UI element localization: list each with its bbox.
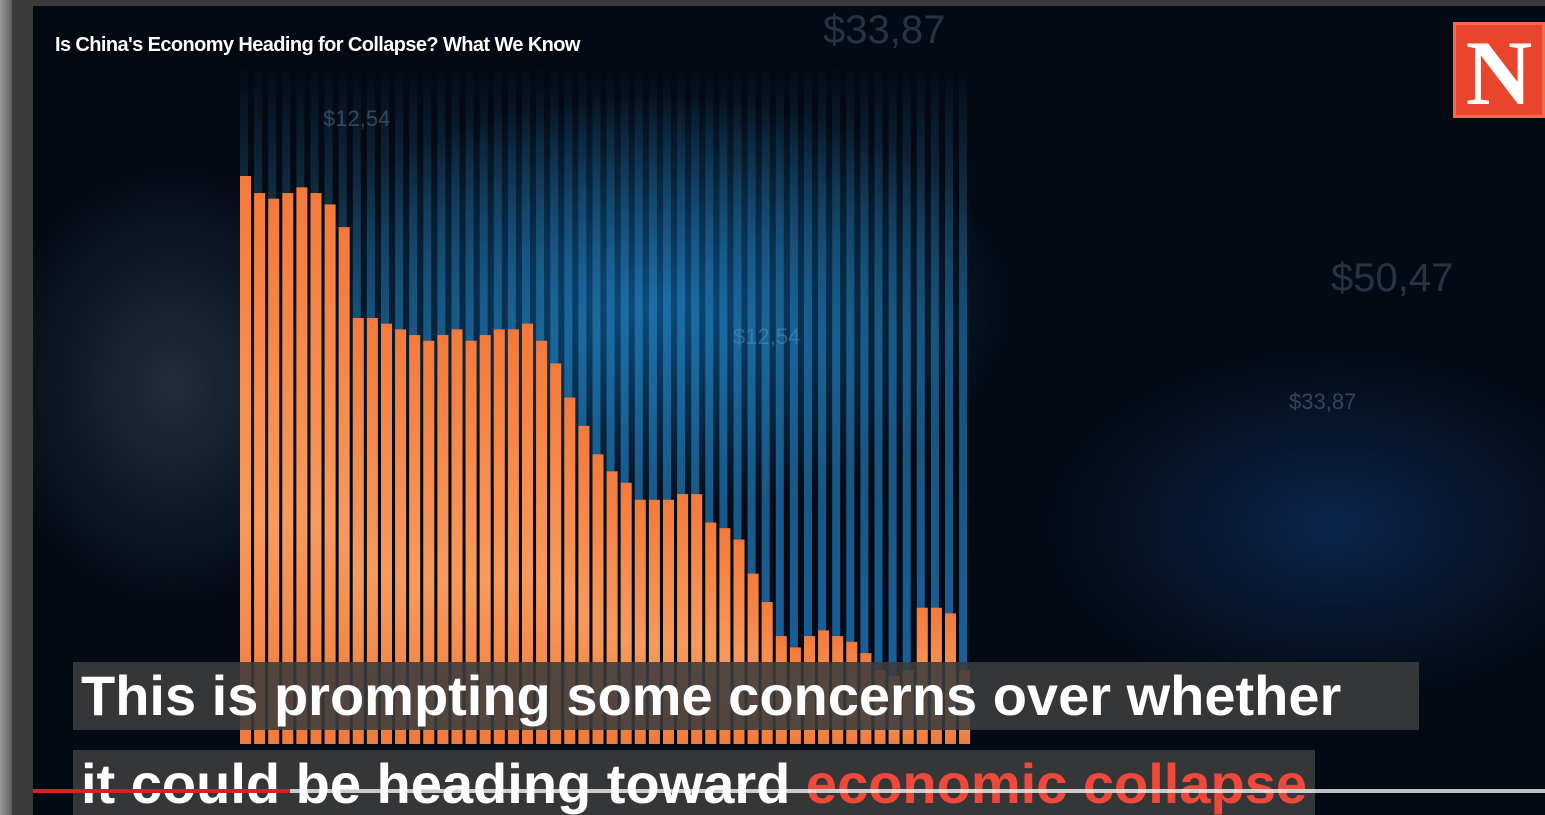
bar-glow [889,66,897,744]
logo-letter: N [1466,27,1532,119]
subtitle-line-1: This is prompting some concerns over whe… [73,662,1419,730]
subtitle-line-2: it could be heading toward economic coll… [73,750,1315,815]
bar-glow [903,66,911,744]
bar-glow [790,66,798,744]
bar-glow [959,66,967,744]
page-edge [0,0,12,815]
subtitle-text: it could be heading toward [81,752,806,815]
video-title: Is China's Economy Heading for Collapse?… [55,34,580,57]
bar [240,176,251,744]
subtitle-highlight: economic collapse [806,752,1307,815]
video-player[interactable]: $33,87 $12,54 $12,54 $50,47 $33,87 Is Ch… [33,6,1545,815]
progress-played [33,789,290,793]
bar-glow [875,66,883,744]
newsweek-logo: N [1453,22,1545,118]
progress-bar[interactable] [33,789,1545,793]
bar-glow [860,66,868,744]
bar [296,187,307,744]
